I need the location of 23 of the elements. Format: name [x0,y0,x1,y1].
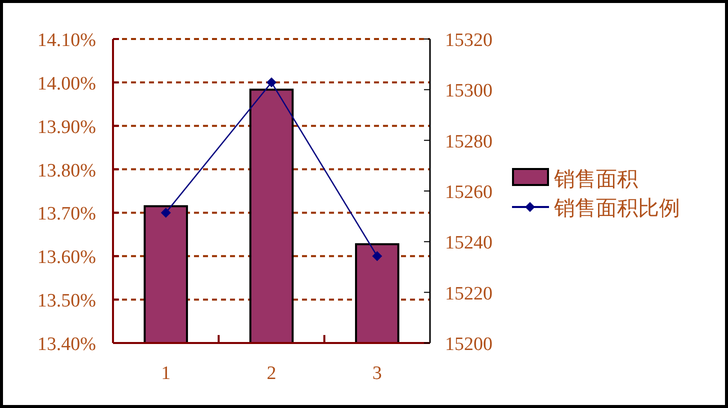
legend-label: 销售面积比例 [553,196,680,220]
y2-tick-label: 15300 [445,80,492,102]
point [266,77,276,88]
y-tick-label: 14.10% [37,30,96,51]
legend-label: 销售面积 [553,167,638,191]
y2-tick-label: 15280 [445,131,492,152]
y-tick-label: 14.00% [37,73,96,94]
y2-tick-label: 15240 [445,232,492,254]
x-tick-label: 3 [372,363,382,384]
x-tick-label: 2 [266,363,276,384]
y-tick-label: 13.70% [37,204,96,225]
y-tick-label: 13.60% [37,247,96,268]
y2-tick-label: 15260 [445,182,492,203]
x-tick-label: 1 [161,363,171,384]
y-tick-label: 13.40% [37,334,96,355]
point [372,251,382,262]
y-tick-label: 13.50% [37,290,96,312]
point [160,208,171,218]
y2-tick-label: 15200 [445,334,492,355]
y-tick-label: 13.90% [37,116,96,138]
y2-tick-label: 15320 [445,30,492,51]
y2-tick-label: 15220 [445,283,492,304]
y-tick-label: 13.80% [37,160,96,182]
